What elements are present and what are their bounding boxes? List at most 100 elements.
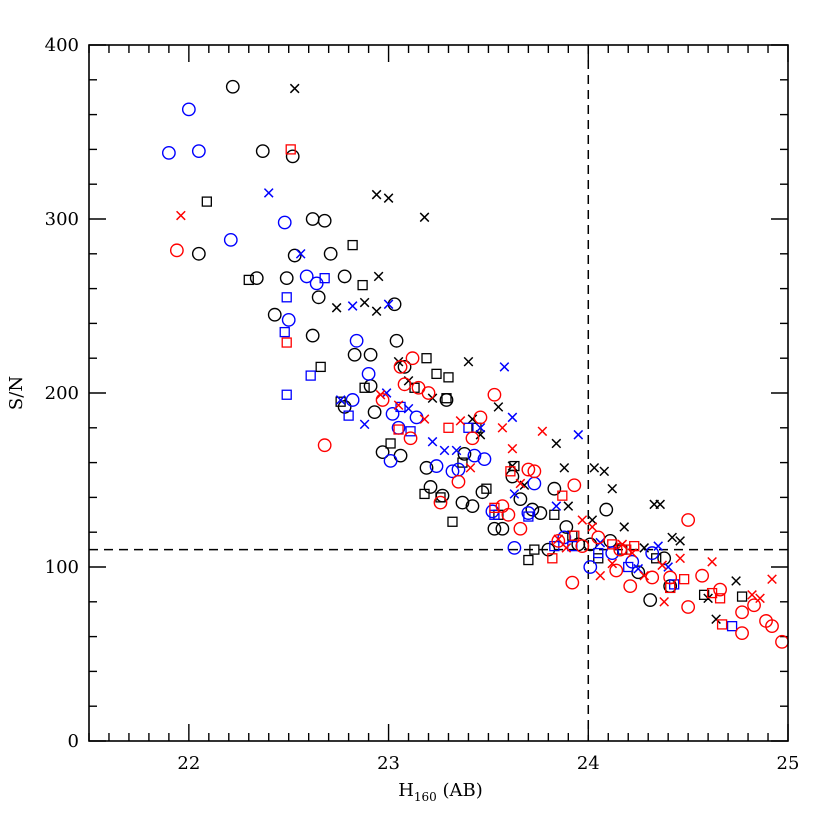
data-point-cross (475, 422, 486, 433)
data-point-circle (527, 464, 542, 479)
data-point-cross (675, 553, 685, 564)
data-point-circle (277, 215, 292, 230)
data-point-circle (477, 452, 492, 467)
data-point-cross (599, 466, 610, 477)
data-point-cross (639, 543, 650, 553)
data-point-square (736, 591, 748, 602)
data-point-circle (501, 507, 516, 522)
data-point-cross (607, 483, 618, 494)
data-point-cross (383, 193, 394, 203)
data-point-circle (467, 448, 482, 463)
data-point-square (678, 574, 690, 585)
data-point-cross (577, 515, 588, 525)
data-point-circle (169, 243, 184, 258)
data-point-circle (695, 568, 710, 583)
data-point-cross (619, 522, 630, 532)
data-point-cross (455, 416, 466, 426)
data-point-square (557, 490, 568, 501)
tick-labels: 22 23 24 25 0 100 200 300 400 (45, 35, 800, 774)
data-point-square (569, 530, 580, 541)
data-point-circle (567, 478, 582, 493)
red-square-series (281, 144, 728, 630)
data-point-circle (323, 246, 338, 261)
data-point-square (281, 337, 292, 348)
data-point-square (343, 410, 354, 421)
data-point-circle (465, 431, 480, 446)
data-point-circle (747, 598, 761, 613)
data-point-cross (507, 443, 518, 454)
data-point-square (665, 582, 676, 594)
data-point-cross (393, 400, 404, 411)
data-point-cross (537, 426, 548, 437)
data-point-square (463, 422, 474, 433)
data-point-cross (747, 590, 757, 600)
data-point-square (243, 274, 254, 286)
data-point-circle (223, 232, 238, 247)
data-point-cross (493, 402, 504, 412)
data-point-cross (573, 429, 584, 440)
data-point-cross (381, 388, 392, 398)
data-point-circle (393, 359, 408, 374)
x-tick-label: 22 (177, 753, 200, 774)
data-point-circle (423, 480, 438, 494)
red-circle-series (169, 243, 789, 649)
data-point-cross (707, 556, 717, 567)
data-point-cross (551, 438, 562, 449)
data-point-cross (375, 389, 386, 400)
data-point-cross (587, 522, 598, 532)
data-point-circle (591, 530, 606, 545)
data-point-circle (317, 213, 332, 228)
data-point-circle (281, 313, 296, 327)
data-point-cross (465, 462, 476, 473)
data-point-cross (335, 395, 346, 405)
y-tick-label: 300 (45, 209, 79, 230)
data-point-circle (311, 290, 326, 305)
data-point-cross (589, 462, 600, 473)
x-axis-label-suffix: (AB) (437, 780, 483, 801)
data-point-square (549, 540, 560, 552)
data-point-circle (267, 307, 282, 322)
data-point-circle (645, 546, 660, 560)
data-point-square (385, 438, 396, 449)
data-point-circle (609, 563, 624, 578)
data-point-circle (513, 492, 528, 507)
x-axis-label: H160 (AB) (398, 780, 483, 804)
data-point-square (547, 553, 558, 564)
data-point-circle (473, 410, 488, 425)
data-point-circle (521, 506, 536, 520)
data-point-square (443, 372, 454, 383)
data-point-circle (405, 351, 420, 366)
y-tick-label: 100 (45, 557, 79, 578)
data-point-circle (507, 540, 522, 555)
data-point-cross (655, 499, 666, 510)
data-point-circle (713, 582, 727, 597)
data-point-square (335, 396, 346, 407)
data-point-cross (507, 412, 518, 423)
data-point-cross (563, 501, 574, 511)
blue-cross-series (263, 188, 674, 574)
data-point-circle (337, 269, 352, 284)
data-point-cross (331, 302, 342, 313)
data-point-circle (361, 366, 376, 381)
data-point-cross (497, 422, 508, 433)
data-point-cross (263, 188, 274, 198)
data-point-circle (623, 579, 638, 594)
data-points (161, 79, 789, 649)
data-point-square (201, 196, 212, 207)
data-point-square (281, 292, 292, 303)
data-point-square (285, 144, 296, 155)
data-point-circle (765, 619, 779, 634)
data-point-cross (347, 301, 358, 311)
data-point-circle (285, 149, 300, 164)
data-point-square (481, 483, 492, 494)
data-point-circle (565, 575, 580, 590)
data-point-cross (427, 436, 438, 447)
data-point-circle (225, 79, 240, 94)
data-point-cross (439, 445, 450, 456)
data-point-circle (603, 534, 618, 548)
data-point-cross (653, 541, 664, 551)
data-point-circle (487, 521, 502, 536)
data-point-circle (279, 271, 294, 286)
data-point-cross (755, 593, 765, 604)
